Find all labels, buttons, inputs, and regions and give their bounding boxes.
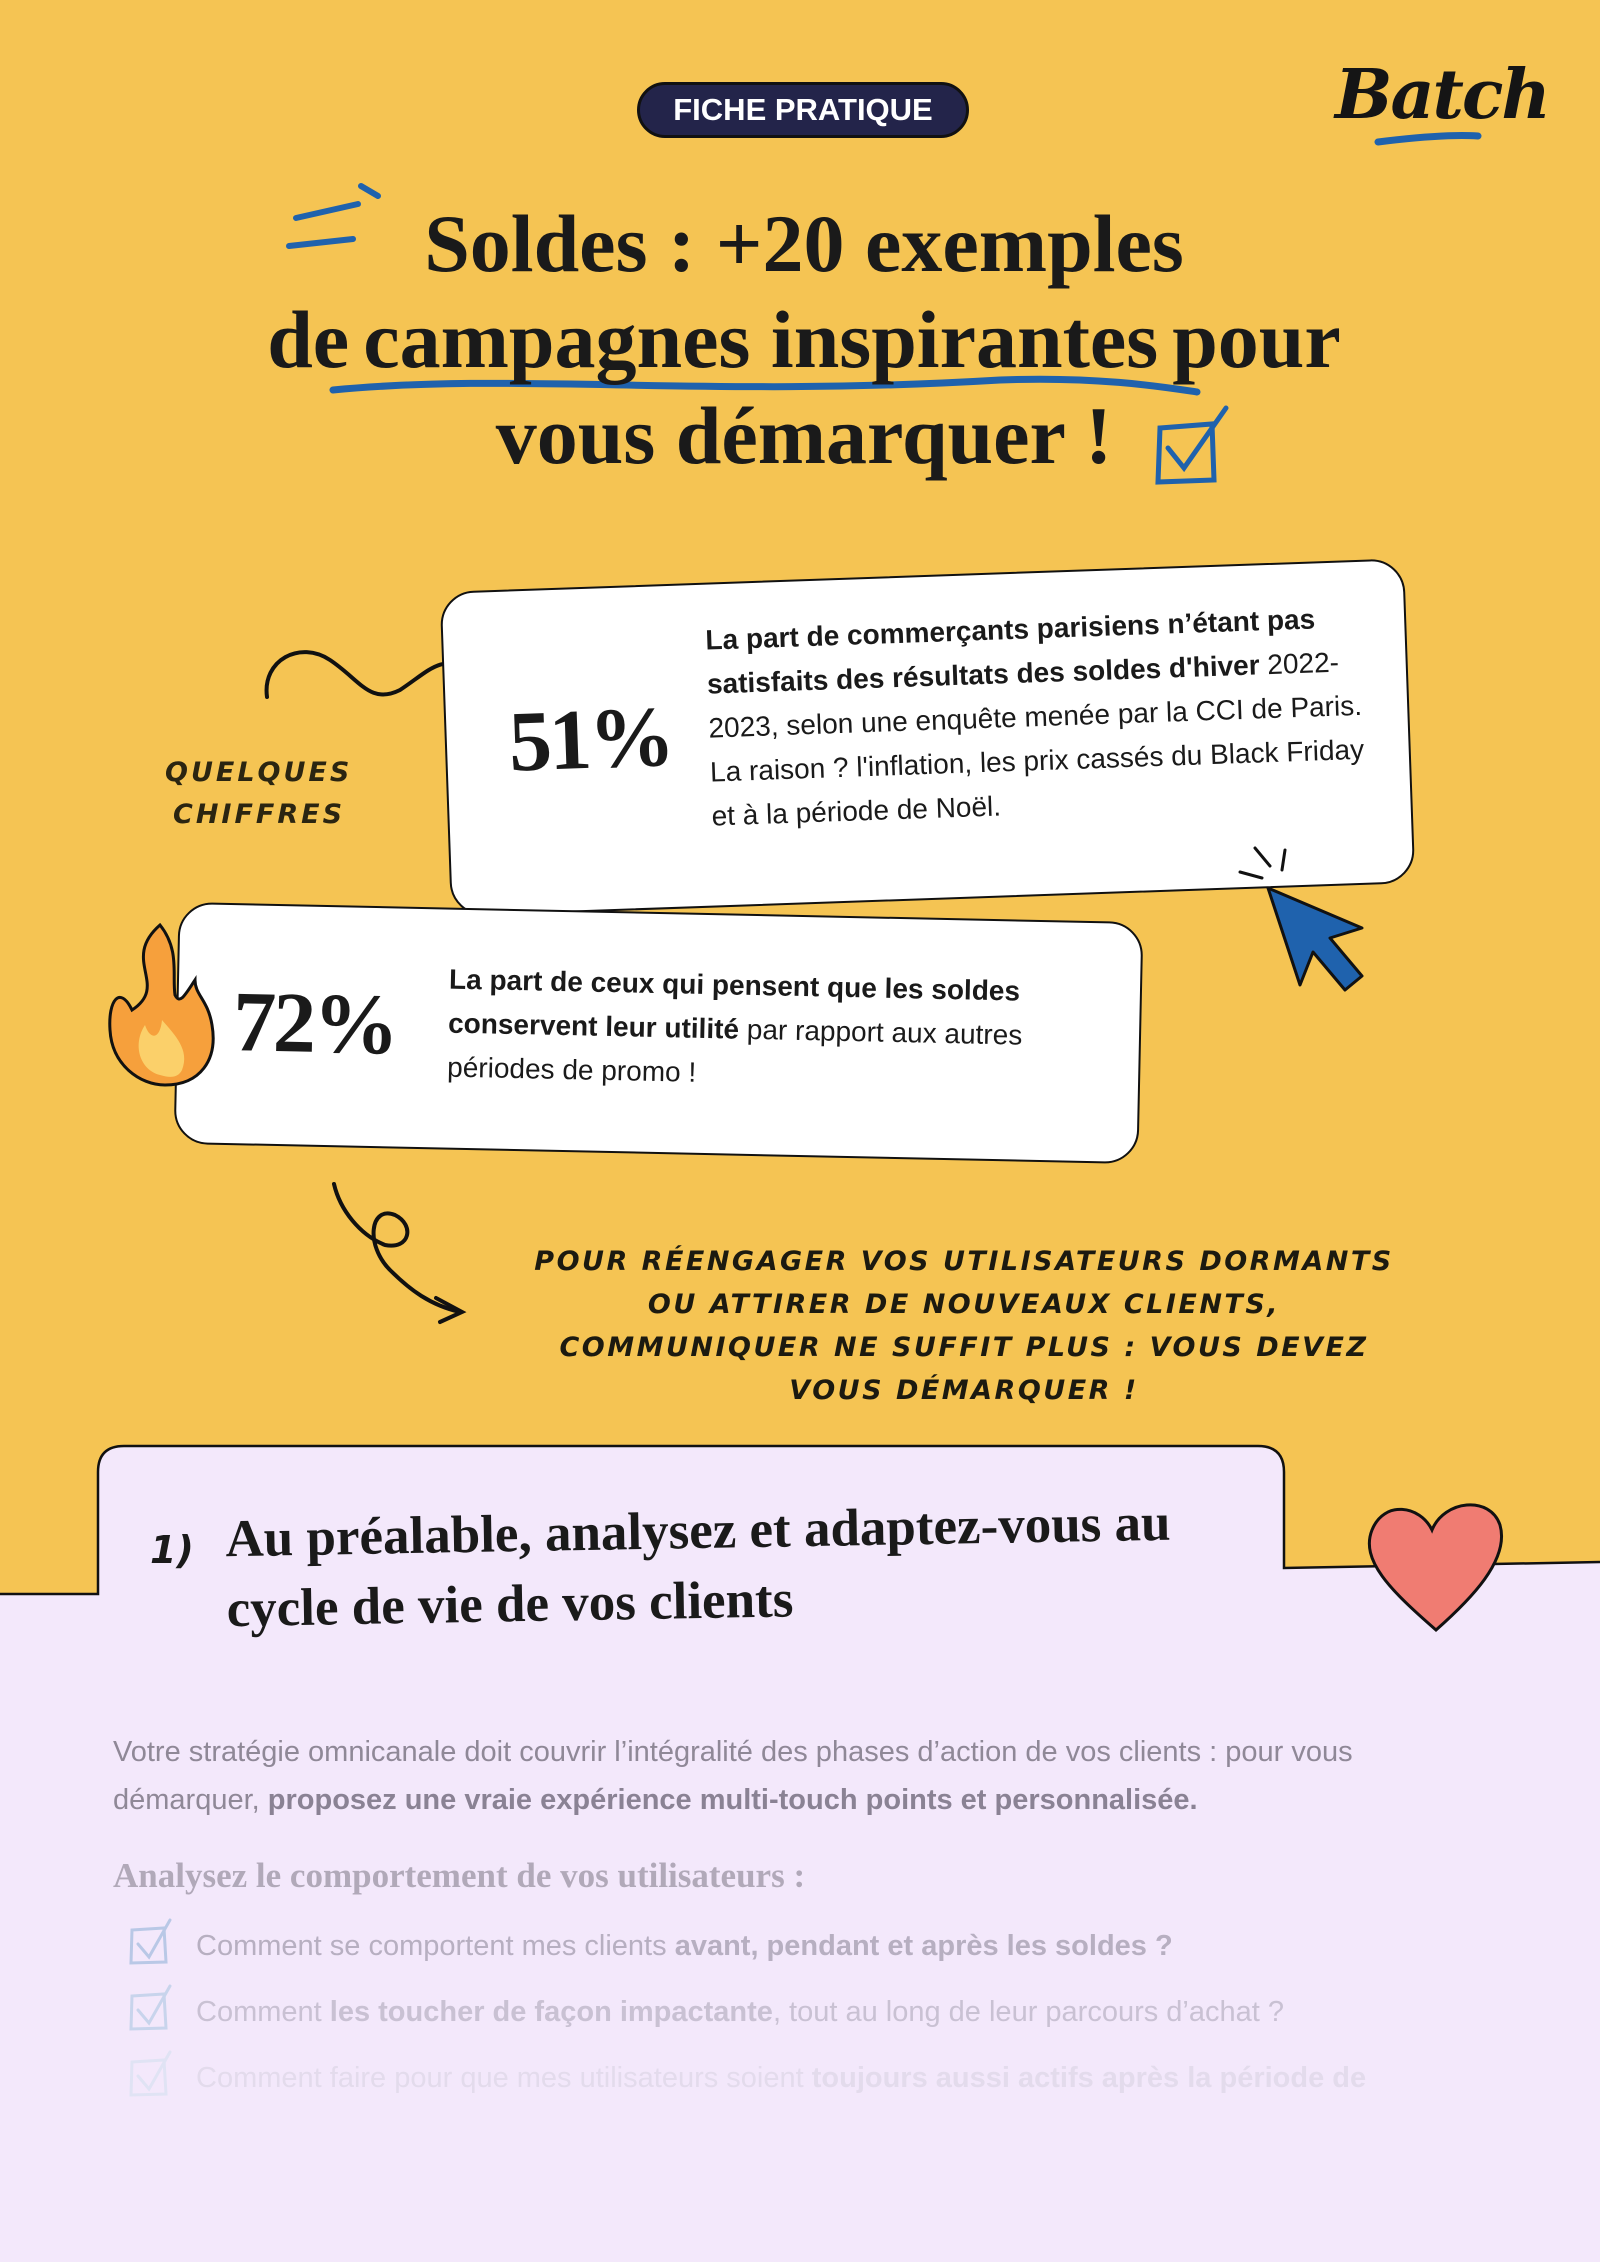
logo-swoosh [1374,131,1482,146]
title-text: pour [1172,294,1341,385]
item-text: Comment [196,1996,322,2028]
title: Soldes : +20 exemples de campagnes inspir… [0,196,1600,484]
checkbox [129,2050,172,2097]
callout: POUR RÉENGAGER VOS UTILISATEURS DORMANTS… [534,1246,1394,1406]
intro-bold: proposez une vraie expérience multi-touc… [267,1784,1198,1816]
checklist-item: Comment faire pour que mes utilisateurs … [196,2058,1366,2098]
checkbox [129,1918,172,1965]
item-bold: avant, pendant et après les soldes ? [674,1930,1173,1962]
title-checkbox [1155,405,1229,485]
title-line: de campagnes inspirantes pour [0,292,1600,388]
arrowhead [434,1296,467,1324]
intro-text: Votre stratégie omnicanale doit couvrir … [113,1736,1353,1816]
section-number: 1) [150,1528,194,1572]
heart [1367,1503,1503,1632]
title-text: de [267,294,350,385]
title-highlight: campagnes inspirantes [363,294,1159,385]
title-underline [329,375,1201,396]
item-text: Comment faire pour que mes utilisateurs … [196,2062,804,2094]
subheading: Analysez le comportement de vos utilisat… [113,1856,806,1895]
title-line: Soldes : +20 exemples [424,198,1184,289]
intro-paragraph: Votre stratégie omnicanale doit couvrir … [113,1728,1493,1824]
item-bold: les toucher de façon impactante [329,1996,773,2028]
badge: FICHE PRATIQUE [637,82,969,138]
item-text: Comment se comportent mes clients [196,1930,667,1962]
checkbox [129,1984,172,2031]
section-background [0,1446,1600,2262]
section-border [0,1444,1600,1596]
title-line: vous démarquer ! [495,390,1113,481]
item-text: , tout au long de leur parcours d’achat … [772,1996,1284,2028]
checklist-item: Comment les toucher de façon impactante,… [196,1992,1284,2032]
side-label-line: QUELQUES [165,757,353,788]
side-label-line: CHIFFRES [173,799,346,830]
side-label: QUELQUES CHIFFRES [165,752,352,836]
checklist-item: Comment se comportent mes clients avant,… [196,1926,1173,1966]
title-accent [286,183,381,249]
loop-arrow [332,1182,462,1314]
item-bold: toujours aussi actifs après la période d… [811,2062,1367,2094]
logo: Batch [1335,55,1551,135]
